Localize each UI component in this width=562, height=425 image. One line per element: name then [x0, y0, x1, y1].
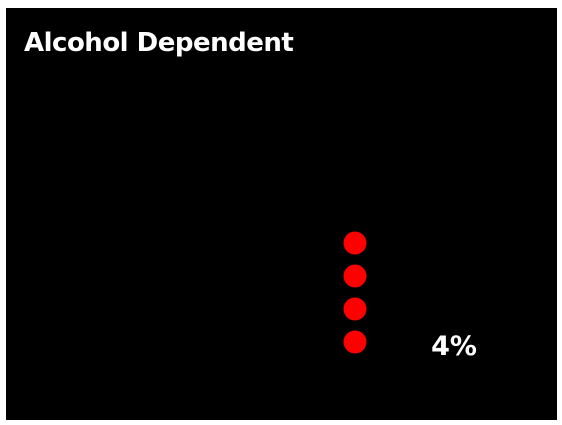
slide-title: Alcohol Dependent: [24, 28, 294, 58]
dot-series: [343, 231, 367, 354]
dot-marker-4: [343, 231, 367, 255]
dot-marker-1: [343, 330, 367, 354]
value-label: 4%: [431, 331, 477, 362]
dot-marker-3: [343, 264, 367, 288]
slide: Alcohol Dependent 4%: [6, 8, 557, 420]
dot-chart: 4%: [343, 231, 477, 362]
dot-marker-2: [343, 297, 367, 321]
